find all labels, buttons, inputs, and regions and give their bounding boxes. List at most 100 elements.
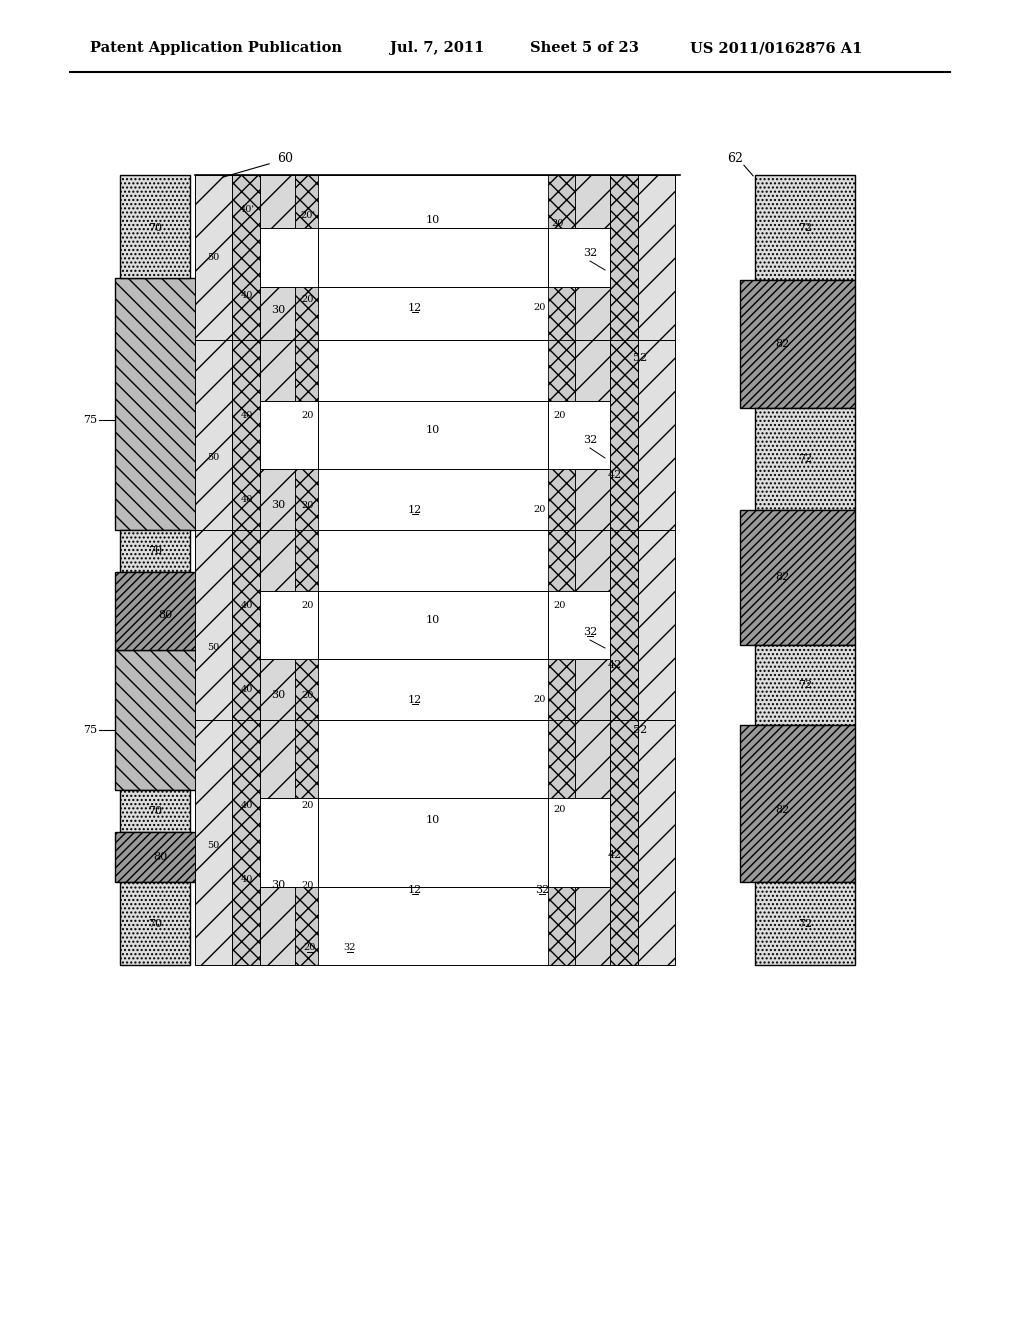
Text: 40: 40 — [241, 495, 253, 504]
Text: 10: 10 — [426, 814, 440, 825]
Text: 12: 12 — [408, 506, 422, 515]
Text: 42: 42 — [608, 850, 623, 861]
Bar — [548, 719, 575, 799]
Bar — [575, 719, 610, 799]
Bar — [610, 176, 638, 341]
Text: 40: 40 — [241, 875, 253, 884]
Bar — [610, 341, 638, 531]
Text: 20: 20 — [534, 696, 546, 705]
Text: 32: 32 — [583, 627, 597, 638]
Text: 42: 42 — [608, 470, 623, 480]
Text: 40: 40 — [241, 411, 253, 420]
Bar — [260, 288, 295, 341]
Bar — [195, 176, 232, 341]
Bar — [195, 341, 232, 531]
Bar — [548, 469, 575, 531]
Text: 20: 20 — [302, 880, 314, 890]
Text: 32: 32 — [535, 884, 549, 895]
Bar — [260, 887, 295, 965]
Text: FIG. 5: FIG. 5 — [787, 902, 853, 919]
Bar — [232, 531, 260, 719]
Text: 60: 60 — [278, 152, 293, 165]
Bar — [295, 469, 318, 531]
Bar — [548, 176, 575, 228]
Text: 32: 32 — [583, 436, 597, 445]
Text: 50: 50 — [207, 644, 219, 652]
Text: 82: 82 — [775, 339, 790, 348]
Bar — [260, 659, 295, 719]
Text: 20: 20 — [554, 601, 566, 610]
Bar — [755, 882, 855, 965]
Bar — [115, 279, 200, 531]
Text: 72: 72 — [798, 680, 812, 690]
Bar — [120, 531, 190, 572]
Bar — [548, 531, 575, 591]
Bar — [295, 288, 575, 341]
Text: 70: 70 — [147, 546, 162, 556]
Bar — [548, 341, 575, 401]
Bar — [575, 469, 610, 531]
Text: 20: 20 — [302, 601, 314, 610]
Bar — [575, 341, 610, 401]
Text: 40: 40 — [241, 685, 253, 694]
Bar — [260, 341, 295, 401]
Text: 32: 32 — [583, 248, 597, 257]
Text: 50: 50 — [207, 841, 219, 850]
Text: 20: 20 — [302, 500, 314, 510]
Bar — [575, 176, 610, 228]
Bar — [260, 719, 295, 799]
Bar — [295, 659, 575, 719]
Bar — [295, 719, 318, 799]
Text: 52: 52 — [633, 352, 647, 363]
Text: Jul. 7, 2011: Jul. 7, 2011 — [390, 41, 484, 55]
Text: 42: 42 — [608, 660, 623, 671]
Bar — [195, 531, 232, 719]
Text: 72: 72 — [798, 454, 812, 465]
Text: 30: 30 — [271, 690, 285, 700]
Bar — [610, 719, 638, 965]
Bar — [575, 288, 610, 341]
Bar — [575, 531, 610, 591]
Text: 62: 62 — [727, 152, 743, 165]
Bar — [115, 572, 200, 649]
Bar — [120, 882, 190, 965]
Bar — [295, 341, 575, 401]
Text: 52: 52 — [633, 725, 647, 735]
Bar — [548, 659, 575, 719]
Bar — [295, 341, 318, 401]
Text: 20: 20 — [554, 411, 566, 420]
Bar — [232, 719, 260, 965]
Text: 20: 20 — [534, 506, 546, 515]
Bar — [638, 341, 675, 531]
Bar — [115, 649, 200, 789]
Bar — [295, 469, 575, 531]
Bar — [740, 280, 855, 408]
Text: 20: 20 — [302, 690, 314, 700]
Text: 70: 70 — [147, 807, 162, 816]
Text: 20: 20 — [554, 805, 566, 814]
Bar — [740, 725, 855, 882]
Text: 10: 10 — [426, 215, 440, 224]
Bar — [115, 832, 200, 882]
Text: 50: 50 — [207, 454, 219, 462]
Bar — [295, 176, 575, 228]
Text: 72: 72 — [798, 919, 812, 929]
Bar — [295, 659, 318, 719]
Text: 70: 70 — [147, 223, 162, 234]
Bar — [575, 659, 610, 719]
Bar — [120, 789, 190, 832]
Bar — [232, 341, 260, 531]
Bar — [755, 176, 855, 280]
Text: 30: 30 — [271, 500, 285, 510]
Bar — [755, 408, 855, 510]
Bar — [755, 645, 855, 725]
Text: 70: 70 — [147, 919, 162, 929]
Bar — [318, 799, 548, 887]
Bar — [318, 401, 548, 469]
Bar — [295, 531, 318, 591]
Text: 72: 72 — [798, 223, 812, 234]
Text: 20: 20 — [552, 219, 564, 227]
Text: Patent Application Publication: Patent Application Publication — [90, 41, 342, 55]
Text: 12: 12 — [408, 696, 422, 705]
Bar — [318, 591, 548, 659]
